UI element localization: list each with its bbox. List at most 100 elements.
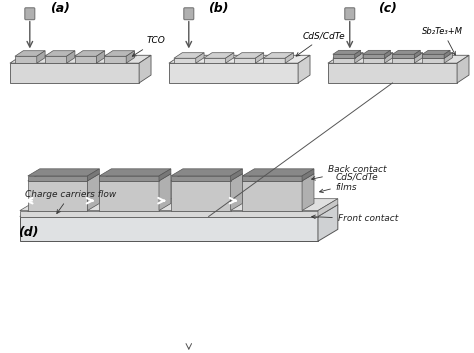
Polygon shape — [171, 174, 242, 181]
Polygon shape — [333, 54, 355, 58]
Polygon shape — [10, 63, 139, 83]
Polygon shape — [242, 174, 314, 181]
Polygon shape — [20, 211, 318, 216]
Polygon shape — [66, 51, 75, 63]
Polygon shape — [392, 50, 420, 54]
Polygon shape — [74, 56, 96, 63]
Polygon shape — [74, 51, 105, 56]
Text: (d): (d) — [18, 226, 38, 239]
Polygon shape — [169, 63, 298, 83]
Polygon shape — [87, 174, 100, 211]
Polygon shape — [100, 176, 159, 181]
Polygon shape — [100, 174, 171, 181]
Polygon shape — [242, 181, 302, 211]
Polygon shape — [100, 169, 171, 176]
FancyBboxPatch shape — [345, 8, 355, 20]
Polygon shape — [234, 53, 264, 58]
Polygon shape — [226, 53, 234, 63]
Polygon shape — [28, 169, 100, 176]
Polygon shape — [28, 174, 100, 181]
Polygon shape — [333, 50, 361, 54]
Text: (c): (c) — [378, 2, 397, 15]
Polygon shape — [10, 55, 151, 63]
Polygon shape — [363, 53, 393, 58]
Polygon shape — [302, 174, 314, 211]
Polygon shape — [96, 51, 105, 63]
Polygon shape — [355, 53, 363, 63]
Polygon shape — [28, 176, 87, 181]
Polygon shape — [230, 169, 242, 181]
Polygon shape — [422, 58, 444, 63]
Polygon shape — [392, 53, 423, 58]
Polygon shape — [318, 205, 338, 241]
Text: (a): (a) — [50, 2, 70, 15]
Polygon shape — [230, 174, 242, 211]
Polygon shape — [45, 56, 66, 63]
Polygon shape — [457, 55, 469, 83]
Polygon shape — [174, 53, 204, 58]
Polygon shape — [174, 58, 196, 63]
Polygon shape — [363, 58, 384, 63]
Polygon shape — [15, 56, 37, 63]
Polygon shape — [171, 176, 230, 181]
Polygon shape — [264, 58, 285, 63]
Polygon shape — [422, 50, 450, 54]
Polygon shape — [104, 56, 126, 63]
Text: CdS/CdTe: CdS/CdTe — [296, 31, 346, 56]
Polygon shape — [234, 58, 255, 63]
Polygon shape — [318, 199, 338, 216]
Polygon shape — [333, 53, 363, 58]
FancyBboxPatch shape — [25, 8, 35, 20]
Text: Charge carriers flow: Charge carriers flow — [25, 190, 116, 214]
Polygon shape — [444, 50, 450, 58]
Polygon shape — [298, 55, 310, 83]
Polygon shape — [15, 51, 45, 56]
Polygon shape — [87, 169, 100, 181]
Polygon shape — [363, 54, 384, 58]
Polygon shape — [355, 50, 361, 58]
Polygon shape — [422, 54, 444, 58]
FancyBboxPatch shape — [184, 8, 194, 20]
Polygon shape — [333, 58, 355, 63]
Polygon shape — [159, 174, 171, 211]
Polygon shape — [422, 53, 453, 58]
Polygon shape — [204, 53, 234, 58]
Text: (b): (b) — [209, 2, 229, 15]
Text: CdS/CdTe
films: CdS/CdTe films — [319, 172, 378, 193]
Polygon shape — [100, 181, 159, 211]
Polygon shape — [20, 199, 338, 211]
Polygon shape — [414, 50, 420, 58]
Polygon shape — [444, 53, 453, 63]
Text: Front contact: Front contact — [312, 214, 398, 223]
Polygon shape — [28, 181, 87, 211]
Polygon shape — [37, 51, 45, 63]
Polygon shape — [171, 169, 242, 176]
Polygon shape — [126, 51, 135, 63]
Polygon shape — [363, 50, 391, 54]
Polygon shape — [392, 58, 414, 63]
Polygon shape — [204, 58, 226, 63]
Polygon shape — [384, 50, 391, 58]
Polygon shape — [302, 169, 314, 181]
Polygon shape — [414, 53, 423, 63]
Polygon shape — [392, 54, 414, 58]
Polygon shape — [45, 51, 75, 56]
Polygon shape — [196, 53, 204, 63]
Polygon shape — [328, 55, 469, 63]
Polygon shape — [20, 205, 338, 216]
Polygon shape — [255, 53, 264, 63]
Polygon shape — [139, 55, 151, 83]
Polygon shape — [104, 51, 135, 56]
Polygon shape — [20, 216, 318, 241]
Polygon shape — [169, 55, 310, 63]
Polygon shape — [328, 63, 457, 83]
Polygon shape — [384, 53, 393, 63]
Polygon shape — [285, 53, 293, 63]
Polygon shape — [242, 176, 302, 181]
Text: Sb₂Te₃+M: Sb₂Te₃+M — [422, 26, 463, 55]
Polygon shape — [242, 169, 314, 176]
Polygon shape — [171, 181, 230, 211]
Text: TCO: TCO — [132, 36, 166, 56]
Polygon shape — [264, 53, 293, 58]
Text: Back contact: Back contact — [311, 165, 386, 180]
